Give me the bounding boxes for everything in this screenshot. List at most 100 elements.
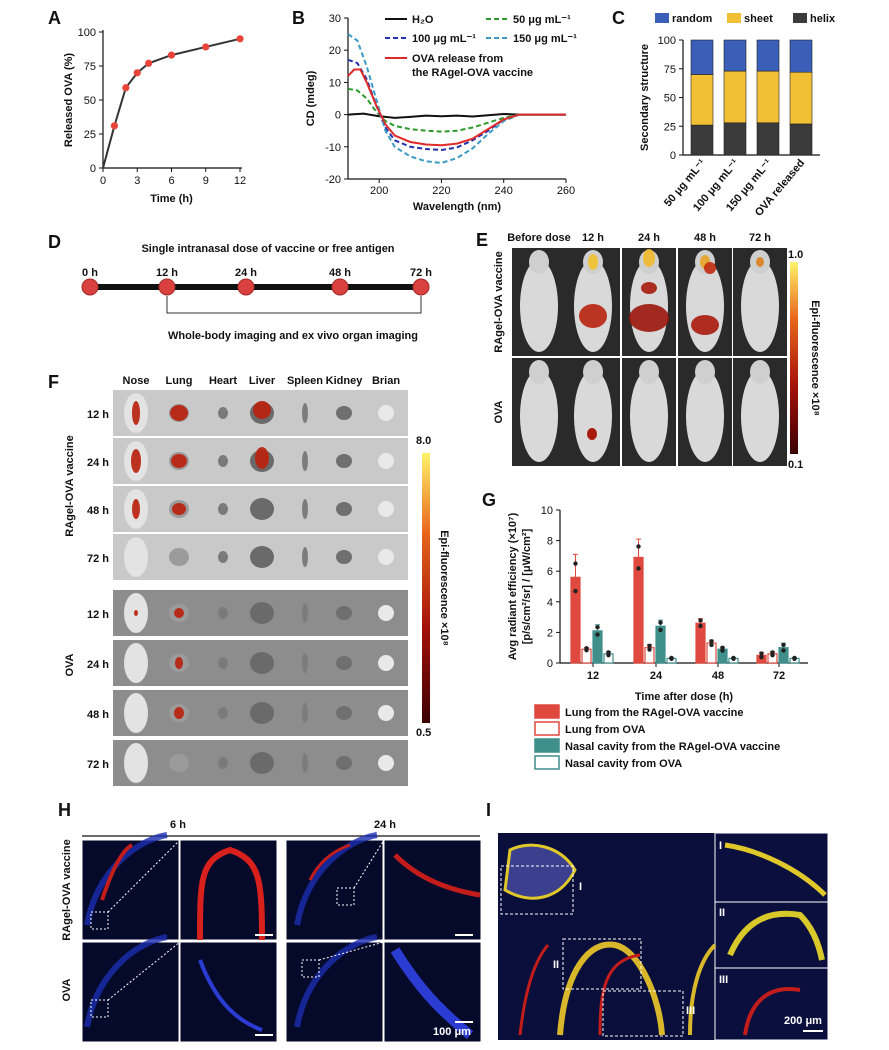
x-tick-label: 0 (100, 175, 106, 187)
mouse-image-frame (678, 358, 732, 466)
stacked-bar-segment (723, 70, 747, 124)
replicate-dot (606, 650, 611, 655)
organ-heart (218, 503, 228, 515)
mouse-silhouette (520, 260, 558, 352)
x-axis-title: Time after dose (h) (635, 691, 734, 703)
time-label: 24 h (87, 457, 109, 469)
time-label: 72 h (87, 759, 109, 771)
time-label: 12 h (87, 409, 109, 421)
panel-f: F Nose Lung Heart Liver Spleen Kidney Brian 12 h… (48, 372, 450, 786)
tissue-stain (84, 934, 168, 1028)
group-label: OVA (64, 653, 76, 676)
replicate-dot (658, 627, 663, 633)
replicate-dot (792, 655, 797, 661)
mouse-silhouette (574, 260, 612, 352)
legend-entry: helix (810, 13, 836, 25)
fluorescence-signal (643, 249, 655, 267)
scale-max: 8.0 (416, 435, 431, 447)
legend-entry: Nasal cavity from the RAgel-OVA vaccine (565, 741, 780, 753)
mouse-silhouette (520, 370, 558, 462)
y-tick-label: 10 (541, 505, 553, 517)
replicate-dot (709, 642, 714, 648)
organ-spleen (302, 547, 308, 567)
fluorescence-signal (700, 255, 710, 269)
histology-main (498, 833, 828, 1040)
legend-entry: Lung from the RAgel-OVA vaccine (565, 707, 743, 719)
mouse-silhouette (686, 370, 724, 462)
panel-label-c: C (612, 8, 625, 28)
time-label: 72 h (87, 553, 109, 565)
mouse-head (583, 360, 603, 384)
mouse-head (750, 250, 770, 274)
timeline-label: 24 h (235, 267, 257, 279)
y-tick-label: 25 (664, 121, 676, 133)
timeline-label: 48 h (329, 267, 351, 279)
data-point (122, 84, 130, 92)
replicate-dot (731, 656, 736, 662)
column-header: Brian (372, 375, 400, 387)
timeline-label: 72 h (410, 267, 432, 279)
x-tick-label: 48 (712, 670, 724, 682)
timeline-title: Single intranasal dose of vaccine or fre… (141, 243, 394, 255)
scale-bar-label: 200 μm (784, 1015, 822, 1027)
mouse-head (639, 250, 659, 274)
zoom-connector (107, 941, 181, 1001)
organ-kidney (336, 656, 352, 670)
legend-swatch (727, 13, 741, 23)
stacked-bar-segment (723, 122, 747, 156)
organ-brain (378, 705, 394, 721)
bar (728, 657, 739, 664)
tissue-region (557, 941, 665, 1036)
legend-entry: random (672, 13, 713, 25)
region-label: III (686, 1005, 695, 1017)
bar (581, 648, 592, 664)
inset-tissue (743, 987, 801, 1036)
organ-spleen (302, 603, 308, 623)
x-tick-label: 12 (587, 670, 599, 682)
inset-label: III (719, 974, 728, 986)
organ-row-frame (113, 486, 408, 532)
y-tick-label: 50 (84, 95, 96, 107)
data-point (202, 43, 210, 51)
column-header: Liver (249, 375, 276, 387)
replicate-dot (698, 618, 703, 623)
fluorescence-signal (756, 257, 764, 267)
row-label: OVA (61, 978, 73, 1001)
y-tick-label: 100 (78, 27, 96, 39)
mouse-image-frame (512, 248, 566, 356)
organ-kidney (336, 756, 352, 770)
organ-liver (250, 702, 274, 724)
y-tick-label: 25 (84, 129, 96, 141)
x-tick-label: 220 (432, 185, 450, 197)
cd-series-line (347, 87, 566, 133)
y-tick-label: 75 (664, 64, 676, 76)
fluorescence-signal (174, 707, 184, 719)
cd-series-line (347, 58, 566, 152)
region-label: II (553, 959, 559, 971)
legend-entry: OVA release from (412, 53, 503, 65)
legend-entry: sheet (744, 13, 773, 25)
cd-series-line (347, 112, 566, 119)
scale-min: 0.1 (788, 459, 803, 471)
stacked-bar-segment (756, 70, 780, 124)
organ-lung (169, 754, 189, 772)
organ-kidney (336, 454, 352, 468)
timeline-dot (81, 278, 99, 296)
mouse-silhouette (741, 370, 779, 462)
stacked-bar-segment (789, 123, 813, 156)
replicate-dot (720, 645, 725, 651)
replicate-dot (584, 646, 589, 651)
scale-min: 0.5 (416, 727, 431, 739)
organ-brain (378, 605, 394, 621)
scale-max: 1.0 (788, 249, 803, 261)
panel-label-b: B (292, 8, 305, 28)
x-tick-label: 100 μg mL⁻¹ (691, 157, 741, 214)
mouse-head (750, 360, 770, 384)
y-tick-label: 100 (658, 35, 676, 47)
organ-row-frame (113, 590, 408, 636)
organ-brain (378, 453, 394, 469)
organ-spleen (302, 403, 308, 423)
zoom-box (90, 999, 109, 1018)
timeline-dot (158, 278, 176, 296)
